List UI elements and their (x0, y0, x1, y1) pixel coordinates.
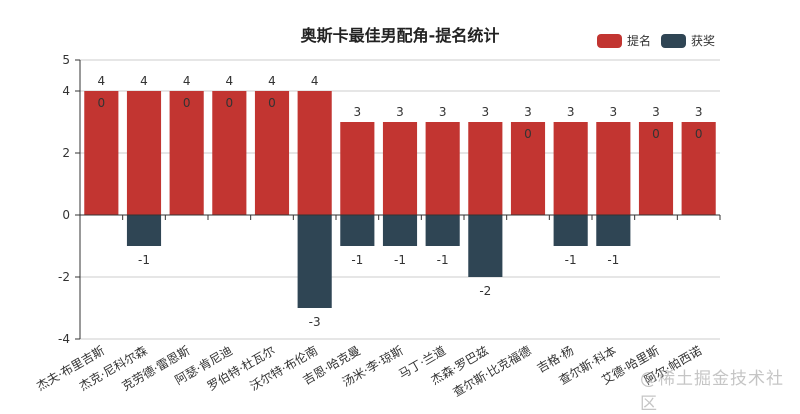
bar-label-nominations: 3 (652, 105, 660, 119)
bar-wins (596, 215, 631, 246)
bar-label-nominations: 4 (140, 74, 148, 88)
bar-label-nominations: 3 (695, 105, 703, 119)
bar-nominations (468, 122, 503, 215)
bar-nominations (340, 122, 375, 215)
bar-nominations (553, 122, 588, 215)
bar-nominations (638, 122, 674, 215)
bar-label-nominations: 3 (482, 105, 490, 119)
y-tick-label: 0 (62, 208, 70, 222)
bar-inner-label: 0 (652, 127, 660, 141)
bar-inner-label: 0 (268, 96, 276, 110)
bar-label-wins: -2 (479, 284, 491, 298)
bar-label-nominations: 4 (183, 74, 191, 88)
bar-label-nominations: 4 (98, 74, 106, 88)
bar-label-wins: -3 (309, 315, 321, 329)
bar-wins (468, 215, 503, 277)
bar-label-nominations: 3 (439, 105, 447, 119)
bar-nominations (297, 91, 332, 215)
bar-nominations (425, 122, 460, 215)
bar-label-nominations: 4 (268, 74, 276, 88)
bar-inner-label: 0 (524, 127, 532, 141)
y-tick-label: -4 (58, 332, 70, 346)
bar-nominations (596, 122, 631, 215)
bar-label-wins: -1 (565, 253, 577, 267)
bar-wins (126, 215, 162, 246)
bar-wins (553, 215, 588, 246)
bar-inner-label: 0 (98, 96, 106, 110)
bar-nominations (84, 91, 119, 215)
bar-nominations (126, 91, 162, 215)
y-tick-label: 5 (62, 53, 70, 67)
y-tick-label: -2 (58, 270, 70, 284)
bar-wins (297, 215, 332, 308)
legend-label-wins: 获奖 (691, 34, 716, 48)
bar-inner-label: 0 (183, 96, 191, 110)
bar-label-wins: -1 (351, 253, 363, 267)
bar-nominations (510, 122, 546, 215)
bar-nominations (681, 122, 716, 215)
bar-wins (382, 215, 418, 246)
legend: 提名 获奖 (597, 32, 725, 49)
y-tick-label: 4 (62, 84, 70, 98)
y-tick-label: 2 (62, 146, 70, 160)
legend-item-wins[interactable]: 获奖 (661, 32, 715, 49)
bar-label-wins: -1 (607, 253, 619, 267)
bar-label-nominations: 3 (524, 105, 532, 119)
bar-label-nominations: 3 (354, 105, 362, 119)
bar-inner-label: 0 (226, 96, 234, 110)
bar-label-nominations: 3 (610, 105, 618, 119)
bar-wins (425, 215, 460, 246)
legend-label-nominations: 提名 (627, 34, 652, 48)
chart-title: 奥斯卡最佳男配角-提名统计 (300, 26, 500, 45)
watermark: @稀土掘金技术社区 (640, 369, 784, 414)
bar-wins (340, 215, 375, 246)
legend-item-nominations[interactable]: 提名 (597, 32, 651, 49)
bar-label-wins: -1 (394, 253, 406, 267)
bar-nominations (382, 122, 418, 215)
bar-label-wins: -1 (138, 253, 150, 267)
bar-label-nominations: 3 (567, 105, 575, 119)
legend-swatch-wins (661, 33, 687, 48)
bar-label-nominations: 4 (226, 74, 234, 88)
bar-nominations (254, 91, 290, 215)
bar-chart: -4-2024540杰夫·布里吉斯4-1杰克·尼科尔森40克劳德·雷恩斯40阿瑟… (34, 53, 721, 400)
bar-label-nominations: 3 (396, 105, 404, 119)
bar-label-wins: -1 (437, 253, 449, 267)
bar-nominations (169, 91, 204, 215)
bar-inner-label: 0 (695, 127, 703, 141)
legend-swatch-nominations (597, 33, 622, 48)
bar-nominations (212, 91, 247, 215)
bar-label-nominations: 4 (311, 74, 319, 88)
